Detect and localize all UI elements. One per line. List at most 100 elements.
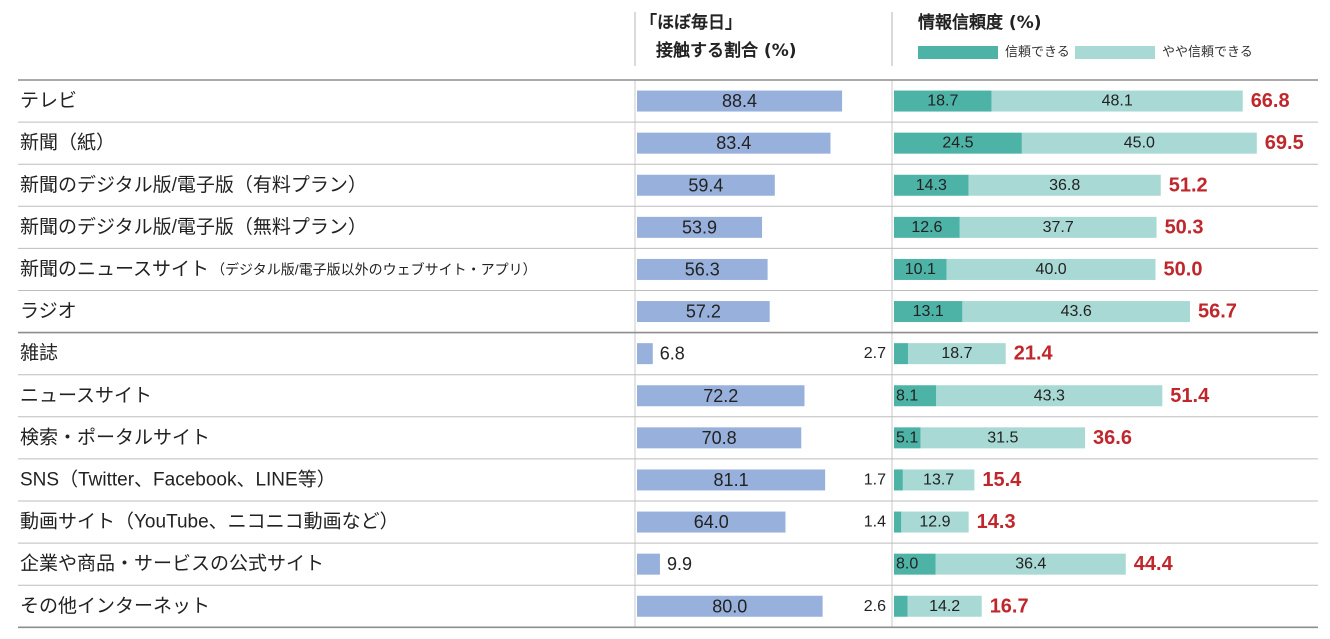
somewhat-bar-segment [946, 258, 1156, 280]
contact-bar [637, 343, 653, 365]
somewhat-bar-segment [936, 385, 1163, 407]
somewhat-value-label: 36.8 [1049, 177, 1080, 194]
somewhat-value-label: 14.2 [929, 598, 960, 615]
contact-bar [637, 90, 843, 112]
legend-trust-swatch [918, 46, 998, 59]
category-label: 新聞のデジタル版/電子版（無料プラン） [20, 216, 367, 238]
trust-value-label: 8.1 [896, 387, 918, 404]
legend-trust-label: 信頼できる [1005, 45, 1070, 60]
somewhat-bar-segment [907, 595, 982, 617]
somewhat-value-label: 18.7 [941, 345, 972, 362]
contact-value-label: 80.0 [712, 596, 747, 616]
somewhat-value-label: 37.7 [1043, 219, 1074, 236]
trust-value-label: 24.5 [942, 135, 973, 152]
trust-bar-segment [894, 427, 921, 449]
contact-value-label: 81.1 [714, 470, 749, 490]
trust-bar-segment [894, 553, 936, 575]
trust-bar-segment [894, 174, 969, 196]
category-label: 雑誌 [20, 342, 58, 364]
contact-value-label: 83.4 [716, 133, 751, 153]
contact-value-label: 59.4 [688, 175, 723, 195]
category-note: （デジタル版/電子版以外のウェブサイト・アプリ） [211, 261, 537, 277]
contact-bar [637, 216, 763, 238]
trust-bar-segment [894, 258, 947, 280]
trust-value-label: 10.1 [905, 261, 936, 278]
contact-bar [637, 301, 770, 323]
somewhat-bar-segment [968, 174, 1161, 196]
trust-total-label: 69.5 [1265, 132, 1304, 154]
contact-value-label: 72.2 [703, 386, 738, 406]
category-label: 新聞のニュースサイト [20, 258, 209, 280]
trust-total-label: 14.3 [977, 511, 1016, 533]
somewhat-value-label: 12.9 [919, 514, 950, 531]
contact-bar [637, 469, 826, 491]
somewhat-value-label: 43.3 [1034, 387, 1065, 404]
contact-value-label: 64.0 [694, 512, 729, 532]
contact-value-label: 88.4 [722, 91, 757, 111]
category-label: 新聞（紙） [20, 132, 115, 154]
contact-bar [637, 132, 831, 154]
contact-value-label: 53.9 [682, 217, 717, 237]
somewhat-bar-segment [962, 301, 1190, 323]
trust-value-label: 8.0 [896, 556, 918, 573]
category-label: ラジオ [20, 301, 77, 322]
somewhat-value-label: 36.4 [1015, 556, 1046, 573]
trust-bar-segment [894, 343, 909, 365]
category-label: その他インターネット [20, 595, 210, 617]
somewhat-value-label: 48.1 [1102, 93, 1133, 110]
category-label: ニュースサイト [20, 385, 152, 406]
somewhat-bar-segment [935, 553, 1126, 575]
contact-bar [637, 174, 775, 196]
trust-total-label: 66.8 [1251, 90, 1290, 112]
trust-bar-segment [894, 132, 1022, 154]
contact-bar [637, 511, 786, 533]
legend-somewhat-swatch [1075, 46, 1155, 59]
contact-value-label: 9.9 [667, 554, 692, 574]
contact-header-line2: 接触する割合 (%) [656, 41, 797, 61]
trust-value-label: 18.7 [927, 93, 958, 110]
contact-header-line1: 「ほぼ毎日」 [640, 13, 742, 33]
contact-bar [637, 553, 660, 575]
contact-value-label: 70.8 [702, 428, 737, 448]
contact-value-label: 57.2 [686, 302, 721, 322]
trust-bar-segment [894, 90, 992, 112]
somewhat-bar-segment [991, 90, 1243, 112]
trust-total-label: 36.6 [1093, 427, 1132, 449]
somewhat-value-label: 43.6 [1061, 303, 1092, 320]
trust-total-label: 21.4 [1014, 343, 1054, 365]
contact-bar [637, 385, 805, 407]
trust-total-label: 50.3 [1165, 216, 1204, 238]
category-label: テレビ [20, 90, 77, 112]
trust-bar-segment [894, 511, 902, 533]
category-label: 新聞のデジタル版/電子版（有料プラン） [20, 174, 367, 196]
somewhat-bar-segment [908, 343, 1006, 365]
trust-total-label: 51.2 [1169, 174, 1208, 196]
somewhat-bar-segment [959, 216, 1157, 238]
somewhat-bar-segment [901, 511, 969, 533]
trust-value-label: 13.1 [913, 303, 944, 320]
trust-bar-segment [894, 595, 908, 617]
somewhat-bar-segment [902, 469, 975, 491]
trust-bar-segment [894, 301, 963, 323]
legend-somewhat-label: やや信頼できる [1162, 45, 1253, 60]
trust-bar-segment [894, 469, 903, 491]
category-label: SNS（Twitter、Facebook、LINE等） [20, 468, 336, 490]
trust-total-label: 56.7 [1198, 301, 1237, 323]
contact-value-label: 6.8 [660, 344, 685, 364]
contact-value-label: 56.3 [685, 259, 720, 279]
category-label: 企業や商品・サービスの公式サイト [20, 553, 324, 575]
contact-bar [637, 258, 768, 280]
trust-total-label: 51.4 [1170, 385, 1210, 407]
trust-total-label: 16.7 [990, 595, 1029, 617]
trust-bar-segment [894, 216, 960, 238]
somewhat-value-label: 31.5 [987, 429, 1018, 446]
trust-total-label: 50.0 [1164, 258, 1203, 280]
trust-value-label: 5.1 [896, 429, 918, 446]
trust-value-label: 2.7 [864, 345, 886, 362]
trust-total-label: 44.4 [1134, 553, 1174, 575]
category-label: 検索・ポータルサイト [20, 426, 210, 448]
contact-bar [637, 595, 823, 617]
somewhat-bar-segment [920, 427, 1086, 449]
trust-bar-segment [894, 385, 937, 407]
